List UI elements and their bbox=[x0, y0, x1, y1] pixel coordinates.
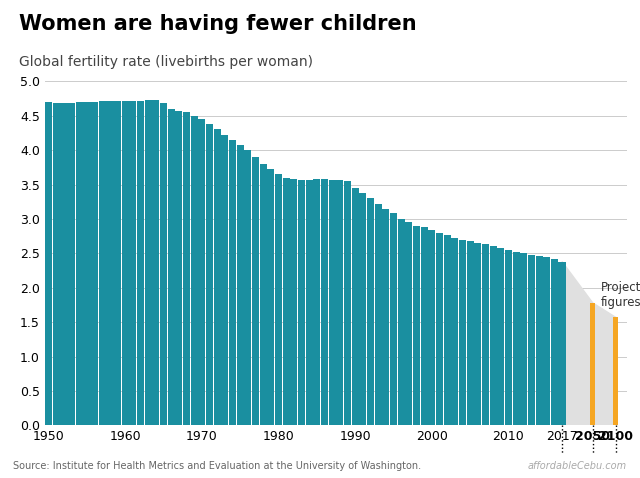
Bar bbox=[221, 135, 228, 425]
Bar bbox=[99, 100, 106, 425]
Bar bbox=[321, 179, 328, 425]
Bar bbox=[344, 181, 351, 425]
Bar bbox=[390, 213, 397, 425]
Bar bbox=[60, 103, 68, 425]
Bar bbox=[397, 219, 404, 425]
Bar bbox=[129, 100, 136, 425]
Polygon shape bbox=[562, 261, 616, 425]
Bar bbox=[490, 247, 497, 425]
Bar bbox=[436, 233, 443, 425]
Bar bbox=[291, 179, 298, 425]
Bar bbox=[168, 109, 175, 425]
Bar bbox=[198, 119, 205, 425]
Bar bbox=[45, 102, 52, 425]
Bar bbox=[122, 100, 129, 425]
Bar bbox=[451, 238, 458, 425]
Bar bbox=[367, 198, 374, 425]
Bar bbox=[145, 100, 152, 425]
Bar bbox=[482, 244, 489, 425]
Bar bbox=[520, 253, 527, 425]
Bar bbox=[613, 317, 618, 425]
Text: affordableCebu.com: affordableCebu.com bbox=[528, 461, 627, 471]
Bar bbox=[336, 180, 344, 425]
Bar bbox=[543, 258, 550, 425]
Bar bbox=[52, 103, 60, 425]
Bar bbox=[260, 164, 267, 425]
Bar bbox=[244, 150, 252, 425]
Text: Projected
figures: Projected figures bbox=[600, 281, 640, 309]
Bar bbox=[283, 178, 290, 425]
Bar bbox=[106, 100, 113, 425]
Bar bbox=[513, 252, 520, 425]
Bar bbox=[497, 248, 504, 425]
Bar bbox=[275, 174, 282, 425]
Bar bbox=[237, 144, 244, 425]
Bar bbox=[528, 255, 535, 425]
Bar bbox=[474, 243, 481, 425]
Bar bbox=[459, 239, 466, 425]
Bar bbox=[191, 116, 198, 425]
Bar bbox=[536, 256, 543, 425]
Bar bbox=[68, 103, 75, 425]
Bar bbox=[374, 204, 381, 425]
Text: Global fertility rate (livebirths per woman): Global fertility rate (livebirths per wo… bbox=[19, 55, 313, 69]
Bar bbox=[420, 227, 428, 425]
Bar bbox=[551, 259, 558, 425]
Bar bbox=[214, 130, 221, 425]
Bar bbox=[428, 230, 435, 425]
Bar bbox=[83, 102, 90, 425]
Bar bbox=[413, 226, 420, 425]
Bar bbox=[306, 180, 313, 425]
Bar bbox=[229, 140, 236, 425]
Bar bbox=[298, 180, 305, 425]
Bar bbox=[206, 124, 213, 425]
Bar bbox=[467, 241, 474, 425]
Bar bbox=[359, 193, 366, 425]
Text: Women are having fewer children: Women are having fewer children bbox=[19, 14, 417, 34]
Text: Source: Institute for Health Metrics and Evaluation at the University of Washing: Source: Institute for Health Metrics and… bbox=[13, 461, 421, 471]
Bar bbox=[91, 102, 98, 425]
Bar bbox=[252, 157, 259, 425]
Bar bbox=[313, 179, 321, 425]
Bar bbox=[152, 100, 159, 425]
Bar bbox=[183, 112, 190, 425]
Bar bbox=[559, 261, 566, 425]
Bar bbox=[328, 180, 336, 425]
Bar bbox=[351, 188, 359, 425]
Bar bbox=[160, 103, 167, 425]
Bar bbox=[444, 236, 451, 425]
Bar bbox=[76, 102, 83, 425]
Bar bbox=[382, 208, 389, 425]
Bar bbox=[405, 222, 412, 425]
Bar bbox=[175, 111, 182, 425]
Bar bbox=[137, 100, 144, 425]
Bar bbox=[268, 169, 275, 425]
Bar bbox=[505, 250, 512, 425]
Bar bbox=[591, 303, 595, 425]
Bar bbox=[114, 100, 121, 425]
